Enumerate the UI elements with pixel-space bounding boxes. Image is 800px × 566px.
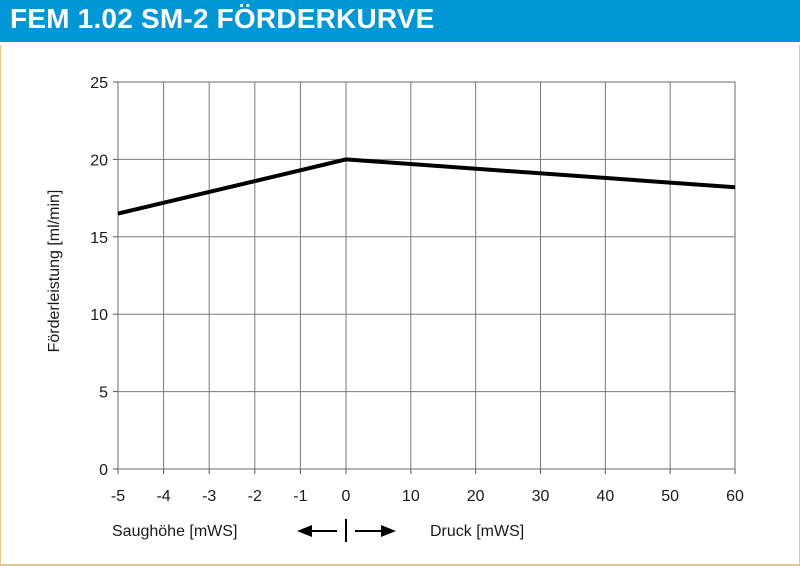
suction-pressure-arrows bbox=[297, 519, 396, 542]
x-axis-ticks: -5 -4 -3 -2 -1 0 10 20 30 40 50 60 bbox=[111, 488, 744, 505]
x-axis-title-pressure: Druck [mWS] bbox=[430, 523, 524, 540]
y-tick-label: 10 bbox=[90, 307, 108, 324]
x-tick-label: 50 bbox=[661, 488, 679, 505]
x-tick-label: -4 bbox=[156, 488, 170, 505]
arrow-left-icon bbox=[297, 525, 337, 537]
y-tick-label: 15 bbox=[90, 230, 108, 247]
arrow-right-icon bbox=[355, 525, 396, 537]
y-tick-label: 5 bbox=[99, 385, 108, 402]
x-axis-title-suction: Saughöhe [mWS] bbox=[112, 523, 237, 540]
chart-series bbox=[117, 157, 736, 216]
page-title: FEM 1.02 SM-2 FÖRDERKURVE bbox=[10, 3, 435, 34]
x-tick-label: 30 bbox=[532, 488, 550, 505]
x-tick-label: 60 bbox=[726, 488, 744, 505]
header-bar: FEM 1.02 SM-2 FÖRDERKURVE bbox=[0, 0, 800, 45]
plot-frame bbox=[117, 81, 736, 470]
chart-panel bbox=[0, 45, 800, 566]
x-tick-label: 20 bbox=[467, 488, 485, 505]
x-tick-label: 10 bbox=[402, 488, 420, 505]
y-tick-label: 25 bbox=[90, 75, 108, 92]
x-tick-label: -3 bbox=[202, 488, 216, 505]
chart-grid bbox=[113, 81, 736, 474]
x-tick-label: 0 bbox=[342, 488, 351, 505]
y-axis-ticks: 0 5 10 15 20 25 bbox=[90, 75, 108, 479]
y-tick-label: 0 bbox=[99, 462, 108, 479]
y-axis-title: Förderleistung [ml/min] bbox=[46, 190, 63, 353]
x-tick-label: -1 bbox=[293, 488, 307, 505]
series-line bbox=[117, 157, 736, 216]
x-tick-label: 40 bbox=[596, 488, 614, 505]
x-tick-label: -2 bbox=[248, 488, 262, 505]
y-tick-label: 20 bbox=[90, 152, 108, 169]
x-tick-label: -5 bbox=[111, 488, 125, 505]
